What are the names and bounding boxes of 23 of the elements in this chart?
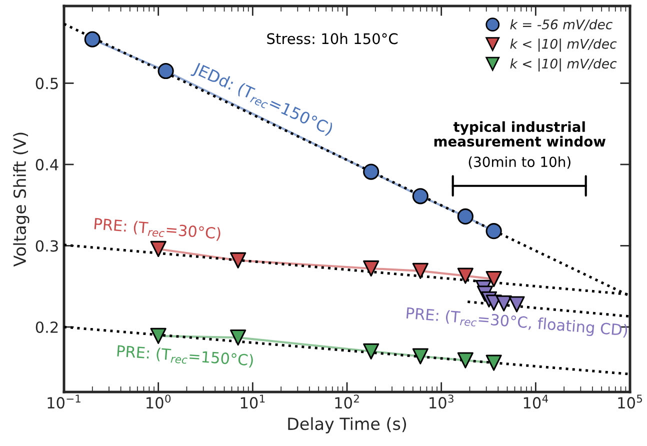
x-tick-label: 10$^{4}$: [524, 394, 548, 409]
annotation: JEDd: (T$_{rec}$=150°C): [190, 61, 334, 138]
x-tick-label: 10$^{0}$: [146, 394, 171, 409]
x-tick-label: 10$^{1}$: [240, 394, 265, 409]
y-axis-title: Voltage Shift (V): [13, 132, 30, 267]
legend-label: k = -56 mV/dec: [510, 19, 612, 30]
x-tick-label: 10$^{2}$: [335, 394, 359, 409]
y-tick-label: 0.4: [36, 158, 58, 170]
x-tick-label: 10$^{5}$: [618, 394, 642, 409]
x-axis-title: Delay Time (s): [288, 417, 406, 434]
annotation: Stress: 10h 150°C: [267, 32, 398, 44]
annotation: typical industrial measurement window: [434, 121, 606, 147]
annotation: PRE: (T$_{rec}$=150°C): [117, 344, 254, 368]
annotation: PRE: (T$_{rec}$=30°C): [94, 218, 221, 242]
y-tick-label: 0.5: [36, 78, 58, 90]
annotation: PRE: (T$_{rec}$=30°C, floating CD): [406, 306, 628, 339]
y-tick-label: 0.2: [36, 321, 58, 334]
y-tick-label: 0.3: [36, 240, 58, 252]
x-tick-label: 10$^{3}$: [430, 394, 454, 409]
x-tick-label: 10$^{−1}$: [48, 394, 80, 409]
annotation: (30min to 10h): [468, 156, 570, 169]
legend-label: k < |10| mV/dec: [510, 38, 617, 52]
legend-label: k < |10| mV/dec: [510, 58, 617, 72]
